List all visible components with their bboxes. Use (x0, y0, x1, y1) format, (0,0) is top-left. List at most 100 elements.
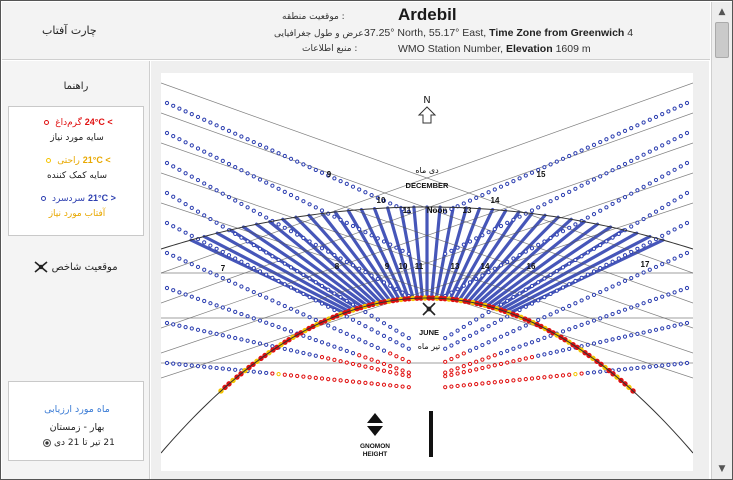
date-dot (233, 198, 238, 203)
date-dot (554, 196, 559, 201)
date-dot (591, 212, 597, 217)
date-dot (678, 288, 683, 293)
date-dot (326, 323, 331, 328)
date-dot (560, 373, 566, 378)
date-dot (171, 224, 176, 229)
date-dot (381, 239, 387, 244)
date-dot (350, 351, 356, 356)
date-dot (678, 164, 683, 169)
date-dot (505, 378, 510, 384)
date-dot (653, 209, 659, 214)
gnomon-down-arrow-icon (367, 426, 383, 436)
date-dot (443, 359, 448, 364)
scroll-thumb[interactable] (715, 22, 729, 58)
date-dot (171, 322, 176, 327)
date-dot (505, 314, 510, 319)
hour-line (494, 228, 626, 310)
date-dot (529, 283, 535, 289)
date-dot (641, 270, 646, 275)
date-dot (270, 183, 275, 188)
date-dot (498, 334, 504, 339)
date-dot (678, 322, 683, 327)
date-dot (548, 291, 553, 297)
date-dot (195, 364, 201, 369)
date-dot (233, 256, 238, 261)
date-dot (678, 103, 683, 108)
date-dot (183, 362, 188, 367)
date-dot (653, 177, 659, 183)
date-dot (319, 376, 325, 381)
date-dot (461, 364, 466, 369)
vertical-scrollbar[interactable]: ▲ ▼ (711, 2, 732, 479)
date-dot (486, 380, 491, 385)
date-dot (214, 188, 219, 193)
date-dot (548, 162, 553, 167)
date-dot (635, 220, 640, 225)
date-dot (171, 103, 176, 108)
date-dot (536, 205, 541, 210)
month-range-radio[interactable] (43, 438, 52, 447)
date-dot (567, 372, 572, 377)
date-dot (164, 190, 170, 196)
date-dot (282, 346, 287, 352)
date-dot (492, 337, 497, 342)
date-dot (357, 380, 362, 385)
date-dot (629, 249, 634, 255)
date-dot (288, 156, 294, 161)
timezone-label: Time Zone from Greenwich (489, 27, 625, 39)
date-dot (171, 361, 176, 366)
date-dot (492, 227, 497, 232)
date-dot (517, 252, 522, 258)
date-dot (220, 126, 225, 131)
date-dot (498, 379, 504, 384)
month-range-option[interactable]: 21 تیر تا 21 دی (9, 438, 145, 448)
date-dot (486, 230, 491, 235)
date-dot (492, 363, 497, 368)
date-dot (523, 287, 528, 292)
date-dot (164, 320, 170, 326)
date-dot (257, 341, 263, 346)
date-dot (554, 232, 559, 237)
date-dot (233, 335, 238, 341)
date-dot (226, 161, 232, 167)
season-label: بهار - زمستان (49, 422, 105, 433)
date-dot (653, 364, 659, 369)
date-dot (388, 324, 393, 330)
date-dot (523, 173, 528, 178)
date-dot (164, 360, 170, 366)
summer-month-fa: تیر ماه (418, 342, 441, 351)
date-dot (486, 364, 491, 369)
date-dot (251, 316, 256, 321)
date-dot (548, 235, 553, 241)
date-dot (591, 246, 597, 251)
date-dot (338, 256, 343, 261)
date-dot (560, 285, 566, 290)
date-dot (653, 296, 659, 301)
date-dot (239, 201, 244, 207)
date-dot (239, 311, 244, 317)
date-dot (573, 278, 578, 284)
date-dot (610, 134, 615, 139)
date-dot (486, 324, 491, 329)
date-dot (684, 130, 690, 136)
date-dot (202, 298, 207, 304)
date-dot (517, 214, 522, 219)
date-dot (332, 252, 337, 258)
scroll-down-arrow-icon[interactable]: ▼ (718, 464, 726, 474)
date-dot (357, 266, 362, 271)
date-dot (400, 343, 405, 348)
date-dot (517, 344, 522, 349)
date-dot (301, 235, 306, 241)
date-dot (678, 134, 683, 139)
date-dot (647, 213, 652, 218)
date-dot (183, 259, 188, 264)
june-hour-label: 16 (527, 262, 536, 271)
date-dot (183, 230, 188, 235)
hour-line (333, 210, 397, 302)
date-dot (647, 149, 652, 154)
december-hour-label: Noon (427, 206, 448, 215)
scroll-up-arrow-icon[interactable]: ▲ (718, 7, 726, 17)
date-dot (195, 327, 201, 332)
date-dot (288, 192, 294, 198)
date-dot (406, 359, 411, 364)
